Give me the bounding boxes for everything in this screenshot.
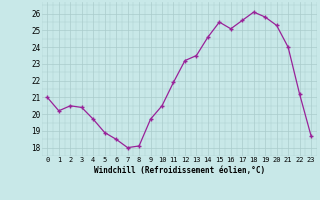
X-axis label: Windchill (Refroidissement éolien,°C): Windchill (Refroidissement éolien,°C) — [94, 166, 265, 175]
